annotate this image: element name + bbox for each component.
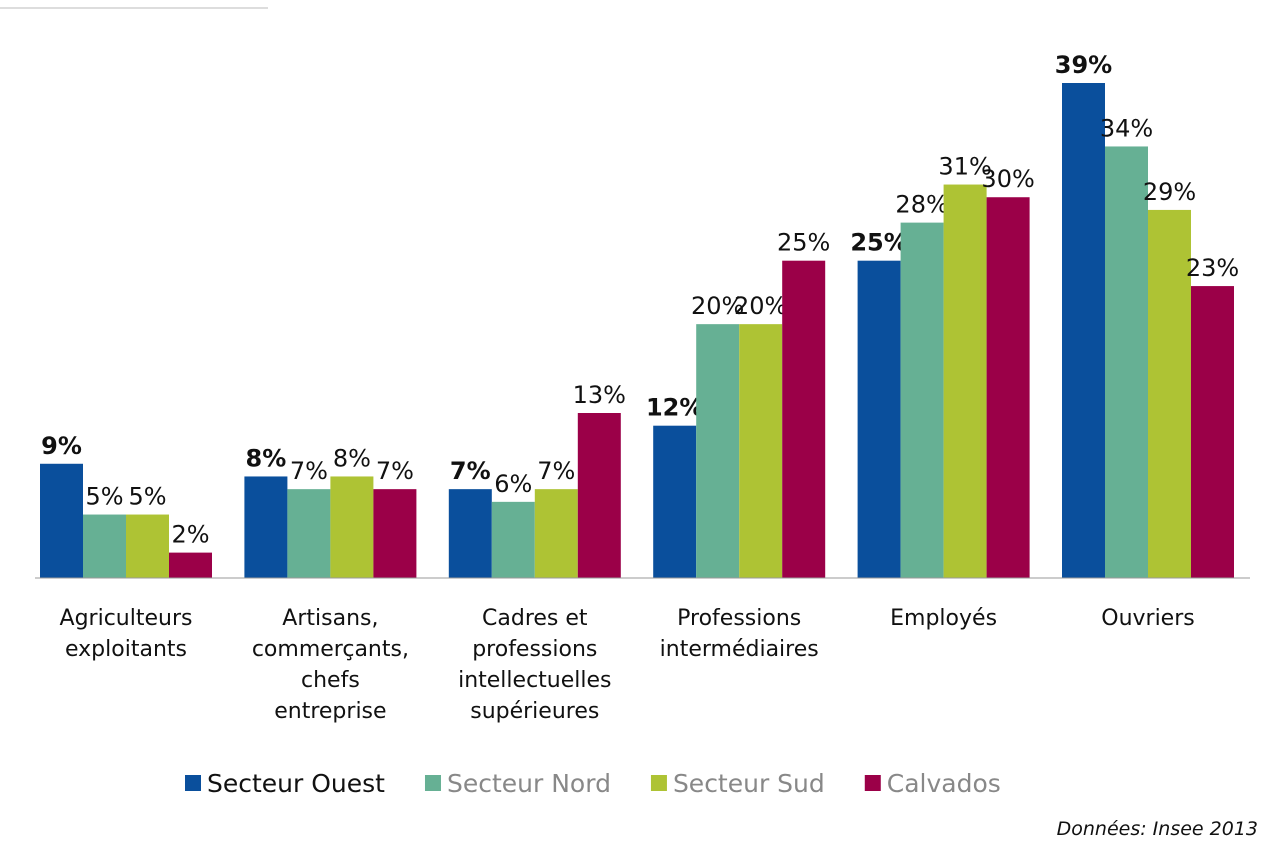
x-tick-label: Ouvriers	[1101, 606, 1194, 631]
bar	[534, 489, 578, 578]
bar	[40, 463, 83, 578]
x-tick-label: chefs	[301, 668, 360, 693]
x-tick-label: intellectuelles	[458, 668, 611, 693]
data-label: 9%	[41, 432, 82, 460]
bar	[696, 324, 740, 578]
bar	[986, 197, 1030, 578]
bar	[491, 501, 535, 578]
bar	[83, 514, 126, 578]
data-label: 7%	[290, 457, 328, 485]
data-label: 23%	[1186, 254, 1239, 282]
data-label: 25%	[777, 229, 830, 257]
data-label: 12%	[646, 394, 703, 422]
data-label: 8%	[333, 444, 371, 472]
bar	[1062, 83, 1105, 578]
bar	[900, 222, 944, 578]
bar	[653, 425, 697, 578]
bar	[169, 552, 212, 578]
data-label: 5%	[85, 483, 123, 511]
data-label: 31%	[938, 153, 991, 181]
x-tick-label: Artisans,	[282, 606, 378, 631]
data-label: 8%	[246, 444, 287, 472]
x-tick-label: Professions	[677, 606, 801, 631]
x-tick-label: professions	[472, 637, 597, 662]
bar	[1105, 146, 1148, 578]
x-tick-label: entreprise	[274, 699, 386, 724]
x-tick-label: supérieures	[470, 699, 599, 724]
x-tick-label: commerçants,	[252, 637, 409, 662]
data-label: 13%	[573, 381, 626, 409]
bar	[448, 489, 492, 578]
legend-label: Secteur Nord	[447, 769, 611, 798]
data-label: 25%	[850, 229, 907, 257]
data-label: 28%	[895, 191, 948, 219]
x-tick-label: Cadres et	[482, 606, 588, 631]
data-label: 20%	[734, 292, 787, 320]
x-tick-label: Employés	[890, 606, 997, 631]
x-tick-label: intermédiaires	[660, 637, 819, 662]
data-label: 29%	[1143, 178, 1196, 206]
source-note: Données: Insee 2013	[1057, 818, 1258, 840]
legend-swatch	[864, 775, 881, 791]
bar	[330, 476, 374, 578]
bar	[373, 489, 417, 578]
data-label: 30%	[981, 165, 1034, 193]
bar	[857, 260, 901, 578]
legend-label: Secteur Ouest	[207, 769, 385, 798]
bar	[943, 184, 987, 579]
legend-swatch	[185, 775, 201, 791]
data-label: 39%	[1055, 51, 1112, 79]
bar	[1148, 209, 1191, 578]
bar	[126, 514, 169, 578]
data-label: 7%	[376, 457, 414, 485]
data-label: 6%	[494, 470, 532, 498]
bar	[287, 489, 331, 578]
x-tick-label: Agriculteurs	[60, 606, 193, 631]
data-label: 7%	[450, 457, 491, 485]
data-label: 2%	[171, 521, 209, 549]
data-label: 7%	[537, 457, 575, 485]
bar	[244, 476, 288, 578]
legend-label: Secteur Sud	[673, 769, 825, 798]
legend-label: Calvados	[887, 769, 1001, 798]
bar	[1191, 286, 1234, 578]
legend-swatch	[650, 775, 667, 791]
bar	[577, 413, 621, 578]
data-label: 5%	[128, 483, 166, 511]
x-tick-label: exploitants	[65, 637, 187, 662]
bar	[739, 324, 783, 578]
bar	[782, 260, 826, 578]
data-label: 34%	[1100, 114, 1153, 142]
data-label: 20%	[691, 292, 744, 320]
legend-swatch	[424, 775, 441, 791]
